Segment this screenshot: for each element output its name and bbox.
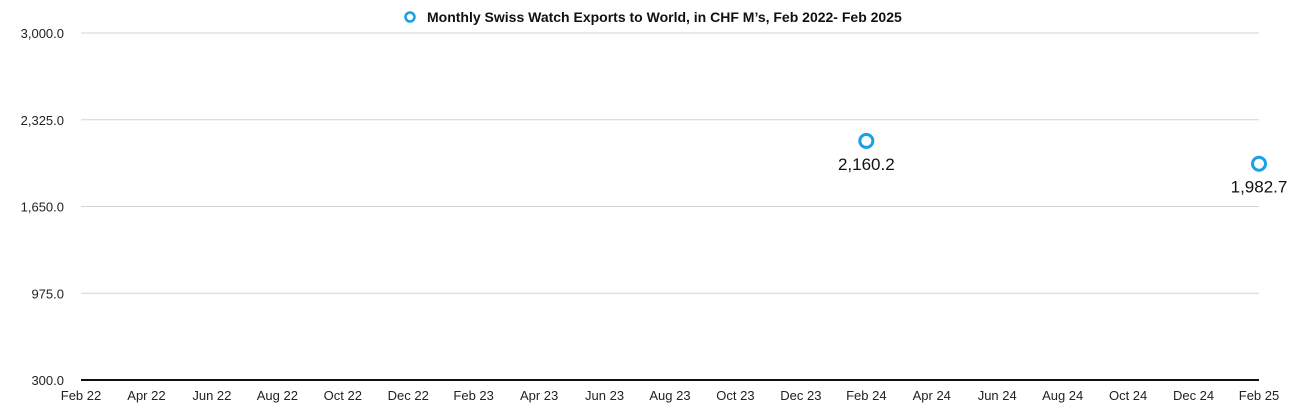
y-axis-tick-labels: 3,000.0 2,325.0 1,650.0 975.0 300.0	[21, 26, 64, 388]
x-tick-label: Feb 23	[453, 388, 493, 403]
x-tick-label: Apr 22	[127, 388, 165, 403]
x-tick-label: Feb 22	[61, 388, 101, 403]
gridlines	[81, 32, 1259, 294]
x-tick-label: Oct 22	[324, 388, 362, 403]
y-tick-label: 975.0	[31, 286, 64, 301]
y-tick-label: 1,650.0	[21, 200, 64, 215]
x-tick-label: Aug 23	[649, 388, 690, 403]
x-tick-label: Oct 23	[716, 388, 754, 403]
legend-label: Monthly Swiss Watch Exports to World, in…	[427, 9, 902, 25]
y-tick-label: 3,000.0	[21, 26, 64, 41]
data-label: 1,982.7	[1231, 178, 1288, 197]
x-tick-label: Aug 22	[257, 388, 298, 403]
data-points	[858, 132, 1267, 172]
legend: Monthly Swiss Watch Exports to World, in…	[404, 9, 902, 25]
x-tick-label: Feb 24	[846, 388, 886, 403]
x-tick-label: Feb 25	[1239, 388, 1279, 403]
legend-marker-icon	[404, 11, 416, 23]
data-point	[858, 132, 875, 149]
x-axis-tick-labels: Feb 22 Apr 22 Jun 22 Aug 22 Oct 22 Dec 22 Feb …	[61, 388, 1279, 403]
x-tick-label: Dec 23	[780, 388, 821, 403]
x-tick-label: Dec 24	[1173, 388, 1214, 403]
y-tick-label: 2,325.0	[21, 113, 64, 128]
x-tick-label: Jun 22	[192, 388, 231, 403]
x-tick-label: Apr 23	[520, 388, 558, 403]
x-tick-label: Aug 24	[1042, 388, 1083, 403]
x-tick-label: Jun 23	[585, 388, 624, 403]
data-labels: 2,160.2 1,982.7	[838, 155, 1287, 197]
data-point	[1251, 155, 1267, 172]
data-label: 2,160.2	[838, 155, 895, 174]
x-tick-label: Apr 24	[913, 388, 951, 403]
x-tick-label: Dec 22	[388, 388, 429, 403]
x-tick-label: Jun 24	[978, 388, 1017, 403]
x-tick-label: Oct 24	[1109, 388, 1147, 403]
y-tick-label: 300.0	[31, 373, 64, 388]
